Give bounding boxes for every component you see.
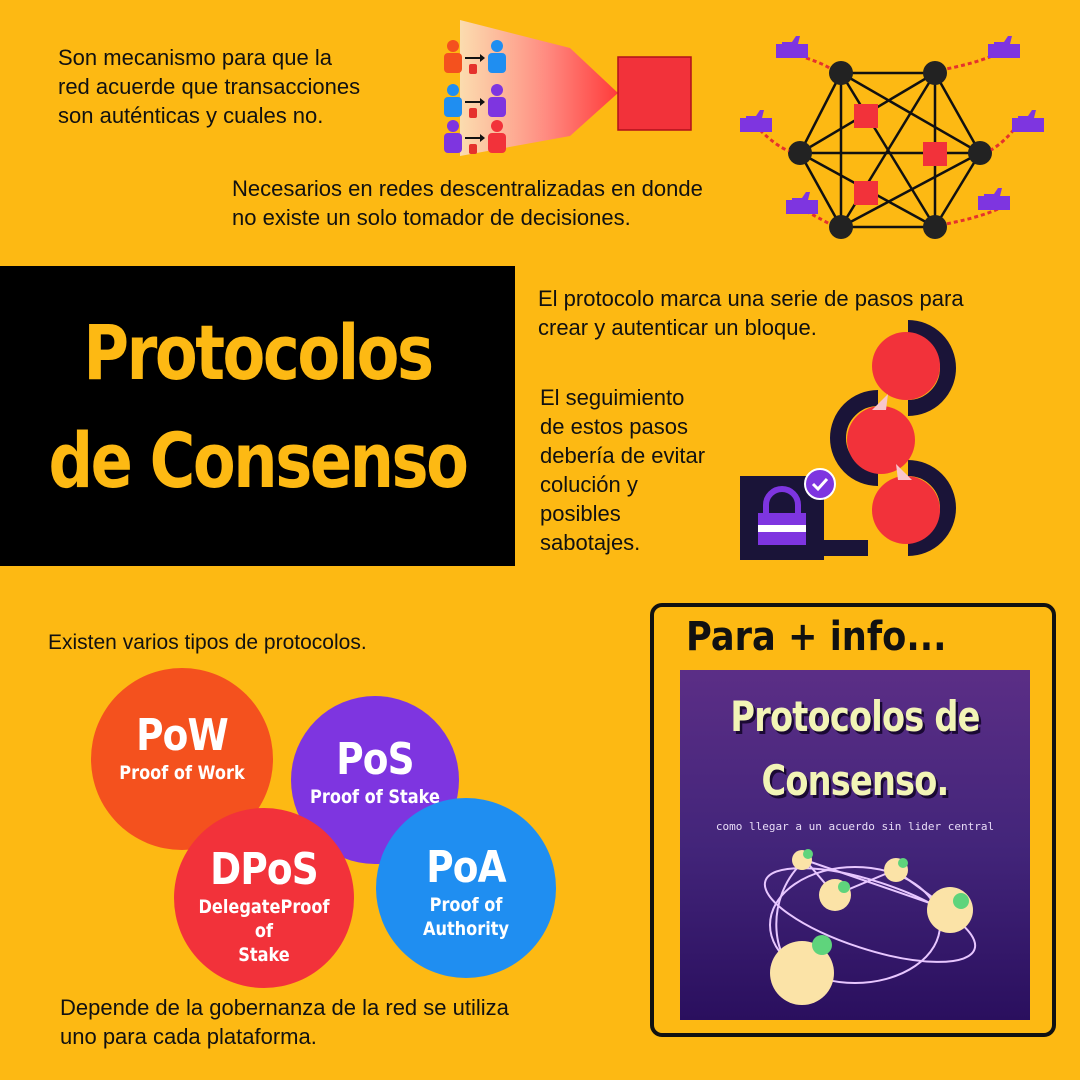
intro-line: Son mecanismo para que la — [58, 45, 332, 70]
block-icon — [617, 56, 692, 131]
protocol-abbr: DPoS — [210, 844, 319, 895]
protocol-abbr: PoA — [426, 842, 506, 893]
more-info-title: Para + info... — [686, 614, 947, 660]
intro-line: son auténticas y cuales no. — [58, 103, 324, 128]
title-block: Protocolos de Consenso — [0, 266, 515, 566]
protocol-full-name: Proof of Work — [119, 762, 245, 784]
governance-text: Depende de la gobernanza de la red se ut… — [60, 993, 509, 1051]
page-title-line-1: Protocolos — [83, 308, 434, 397]
decentralized-line: no existe un solo tomador de decisiones. — [232, 205, 631, 230]
governance-line: uno para cada plataforma. — [60, 1024, 317, 1049]
protocol-bubble-poa: PoA Proof of Authority — [376, 798, 556, 978]
protocol-full-name: Proof of Stake — [310, 786, 440, 808]
protocol-full-name: Proof of Authority — [422, 894, 510, 940]
cover-title-line-1: Protocolos de — [730, 692, 980, 741]
page-title-line-2: de Consenso — [48, 416, 469, 505]
protocol-bubble-dpos: DPoS DelegateProof of Stake — [174, 808, 354, 988]
cover-title-line-2: Consenso. — [761, 756, 949, 805]
follow-steps-line: debería de evitar — [540, 443, 706, 468]
more-info-box — [650, 603, 1056, 1037]
protocol-bubble-pow: PoW Proof of Work — [91, 668, 273, 850]
follow-steps-line: colución y — [540, 472, 638, 497]
step-chain-icon — [740, 320, 956, 560]
protocol-abbr: PoS — [336, 734, 414, 785]
cover-subtitle: como llegar a un acuerdo sin lider centr… — [715, 820, 995, 833]
protocol-full-name: DelegateProof of — [198, 896, 330, 942]
protocol-steps-line: El protocolo marca una serie de pasos pa… — [538, 286, 964, 311]
decentralized-text: Necesarios en redes descentralizadas en … — [232, 174, 703, 232]
follow-steps-line: de estos pasos — [540, 414, 688, 439]
check-icon — [804, 468, 836, 500]
cover-network-illustration — [763, 849, 977, 1005]
protocol-abbr: PoW — [136, 710, 229, 761]
follow-steps-text: El seguimiento de estos pasos debería de… — [540, 383, 705, 557]
governance-line: Depende de la gobernanza de la red se ut… — [60, 995, 509, 1020]
types-intro-text: Existen varios tipos de protocolos. — [48, 631, 367, 654]
follow-steps-line: El seguimiento — [540, 385, 685, 410]
follow-steps-line: posibles — [540, 501, 621, 526]
people-transfer-icon — [444, 20, 618, 156]
network-thumbs-icon — [740, 36, 1044, 239]
follow-steps-line: sabotajes. — [540, 530, 641, 555]
protocol-steps-text: El protocolo marca una serie de pasos pa… — [538, 284, 964, 342]
intro-text: Son mecanismo para que la red acuerde qu… — [58, 43, 360, 130]
intro-line: red acuerde que transacciones — [58, 74, 361, 99]
more-info-cover[interactable]: Protocolos de Consenso. como llegar a un… — [680, 670, 1030, 1020]
protocol-full-name: Stake — [238, 944, 290, 966]
protocol-steps-line: crear y autenticar un bloque. — [538, 315, 817, 340]
decentralized-line: Necesarios en redes descentralizadas en … — [232, 176, 703, 201]
